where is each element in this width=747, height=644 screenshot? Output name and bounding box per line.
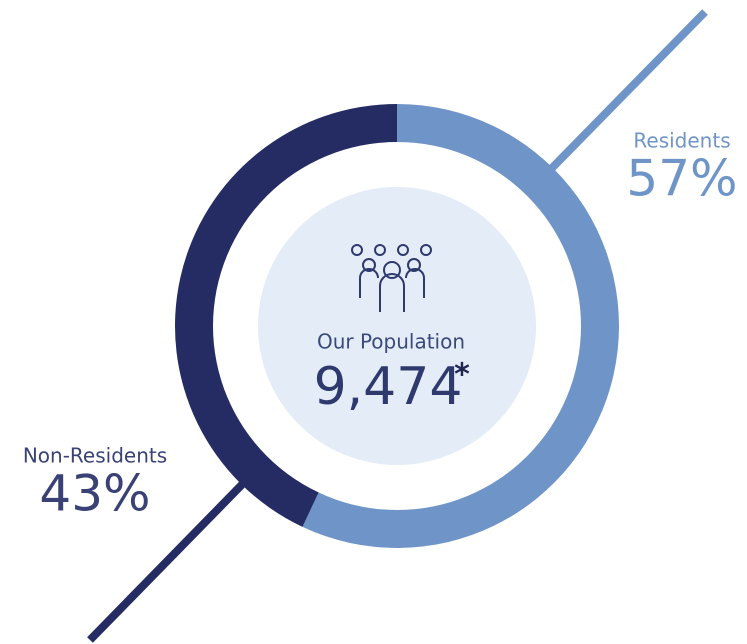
value-label: 57% [626,150,737,208]
center-label: Our Population [317,330,465,354]
value-label: 43% [39,465,150,523]
people-icon [351,244,432,312]
legend-label: Non-Residents [23,444,167,468]
center-value: 9,474 [314,357,463,417]
center-disc [258,187,536,465]
center-mark: * [454,358,470,393]
legend-label: Residents [633,129,730,153]
